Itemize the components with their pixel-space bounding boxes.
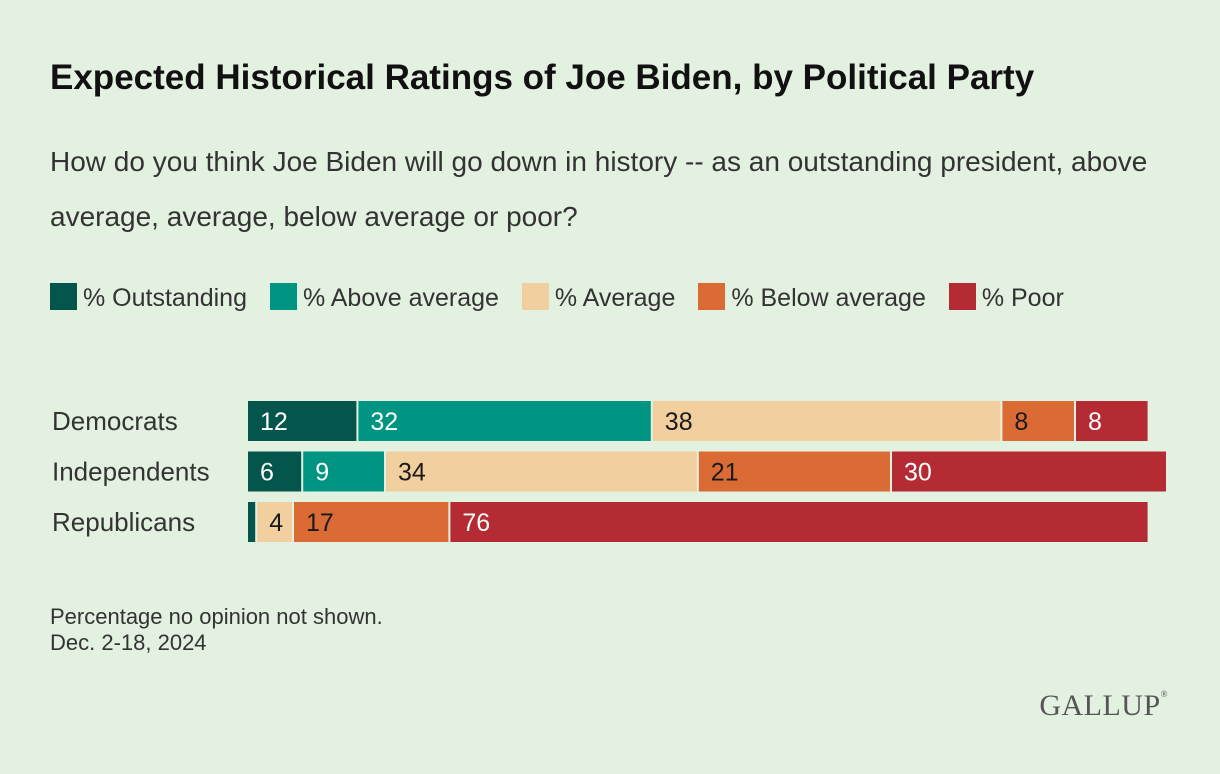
data-label: 76 bbox=[462, 509, 490, 537]
bar-segment bbox=[294, 502, 449, 542]
data-label: 32 bbox=[370, 408, 398, 436]
data-label: 30 bbox=[904, 459, 932, 487]
legend-label: % Outstanding bbox=[83, 284, 247, 312]
footnote: Percentage no opinion not shown. Dec. 2-… bbox=[50, 604, 383, 656]
bar-segment bbox=[652, 401, 1001, 441]
legend-item: % Outstanding bbox=[50, 283, 247, 312]
legend-item: % Above average bbox=[269, 283, 499, 312]
bar-segment bbox=[1002, 401, 1074, 441]
legend-item: % Poor bbox=[948, 283, 1064, 312]
registered-mark: ® bbox=[1160, 689, 1168, 699]
bar-segment bbox=[698, 451, 890, 492]
data-label: 6 bbox=[260, 459, 274, 487]
legend-label: % Average bbox=[554, 284, 676, 312]
legend-label: % Below average bbox=[731, 284, 926, 312]
legend-item: % Average bbox=[521, 283, 676, 312]
data-label: 12 bbox=[260, 408, 288, 436]
data-label: 4 bbox=[269, 509, 283, 537]
category-label: Independents bbox=[52, 457, 210, 487]
bar-segment bbox=[892, 451, 1166, 492]
bar-segment bbox=[1076, 401, 1148, 441]
data-label: 17 bbox=[306, 509, 334, 537]
legend-swatch bbox=[948, 283, 976, 310]
bar-segment bbox=[248, 401, 357, 441]
legend-label: % Above average bbox=[302, 284, 499, 312]
bar-segment bbox=[248, 451, 302, 492]
bar-segment bbox=[303, 451, 384, 492]
legend-item: % Below average bbox=[698, 283, 926, 312]
bar-segment bbox=[358, 401, 651, 441]
chart-legend: % Outstanding % Above average % Average … bbox=[50, 278, 1130, 318]
data-label: 34 bbox=[398, 459, 426, 487]
legend-swatch bbox=[269, 283, 297, 310]
data-label: 8 bbox=[1014, 408, 1028, 436]
chart-subtitle: How do you think Joe Biden will go down … bbox=[50, 146, 1148, 232]
legend-swatch bbox=[50, 283, 77, 310]
category-label: Democrats bbox=[52, 406, 178, 436]
footnote-date: Dec. 2-18, 2024 bbox=[50, 630, 207, 655]
stacked-bar-chart: Democrats 12 32 38 8 8 Independents 6 9 34 21 30 Rep… bbox=[52, 401, 1166, 542]
chart-title: Expected Historical Ratings of Joe Biden… bbox=[50, 58, 1035, 97]
legend-swatch bbox=[521, 283, 549, 310]
gallup-logo: GALLUP® bbox=[1039, 689, 1168, 723]
bar-segment bbox=[386, 451, 697, 492]
data-label: 8 bbox=[1088, 408, 1102, 436]
footnote-no-opinion: Percentage no opinion not shown. bbox=[50, 604, 383, 629]
bar-segment bbox=[257, 502, 292, 542]
data-label: 9 bbox=[315, 459, 329, 487]
data-label: 21 bbox=[711, 459, 739, 487]
legend-label: % Poor bbox=[981, 284, 1064, 312]
gallup-logo-text: GALLUP bbox=[1039, 689, 1161, 722]
bar-segment bbox=[248, 502, 256, 542]
category-label: Republicans bbox=[52, 507, 195, 537]
legend-swatch bbox=[698, 283, 726, 310]
data-label: 38 bbox=[665, 408, 693, 436]
bar-segment bbox=[450, 502, 1148, 542]
